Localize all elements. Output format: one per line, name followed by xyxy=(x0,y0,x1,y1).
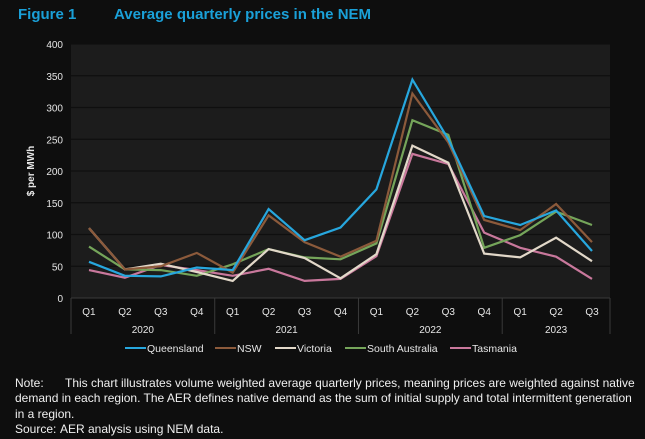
x-group-label: 2023 xyxy=(545,325,568,336)
x-tick-label: Q1 xyxy=(82,307,96,318)
x-group-label: 2021 xyxy=(275,325,298,336)
x-axis: Q1 Q2 Q3 Q4 Q1 Q2 Q3 Q4 Q1 Q2 Q3 Q4 Q1 Q2 Q3 2020 2021 20… xyxy=(70,297,611,336)
legend-label: South Australia xyxy=(367,343,438,355)
note-paragraph: Note: This chart illustrates volume weigh… xyxy=(15,376,635,422)
x-tick-label: Q3 xyxy=(442,307,456,318)
y-tick-label: 100 xyxy=(46,231,63,242)
x-group-label: 2022 xyxy=(419,325,442,336)
y-tick-label: 350 xyxy=(46,72,63,83)
y-tick-label: 300 xyxy=(46,104,63,115)
series-line-nsw xyxy=(88,90,593,275)
y-axis-ticks: 0 50 100 150 200 250 300 350 400 xyxy=(46,40,63,305)
y-tick-label: 150 xyxy=(46,199,63,210)
legend-item: Queensland xyxy=(125,343,204,355)
x-tick-label: Q1 xyxy=(513,307,527,318)
legend-item: Tasmania xyxy=(450,343,517,355)
note-label: Note: xyxy=(15,376,44,390)
note-text: This chart illustrates volume weighted a… xyxy=(15,376,635,421)
x-tick-label: Q2 xyxy=(262,307,276,318)
x-tick-label: Q2 xyxy=(549,307,563,318)
legend: Queensland NSW Victoria South Australia Tasm… xyxy=(125,343,517,355)
series-line-victoria xyxy=(88,144,593,283)
legend-label: Queensland xyxy=(147,343,204,355)
x-tick-label: Q2 xyxy=(406,307,420,318)
series-lines xyxy=(88,76,593,283)
series-line-queensland xyxy=(88,76,593,278)
gridlines xyxy=(71,43,610,267)
source-label: Source: xyxy=(15,421,57,436)
source-text: AER analysis using NEM data. xyxy=(60,421,224,436)
legend-label: Tasmania xyxy=(472,343,517,355)
x-tick-label: Q4 xyxy=(478,307,492,318)
y-tick-label: 400 xyxy=(46,40,63,51)
x-tick-label: Q3 xyxy=(154,307,168,318)
figure-number: Figure 1 xyxy=(18,6,77,23)
chart-notes: Note: This chart illustrates volume weigh… xyxy=(15,376,635,437)
series-line-south-australia xyxy=(88,118,593,277)
y-tick-label: 50 xyxy=(52,262,64,273)
y-axis-label: $ per MWh xyxy=(26,146,37,197)
figure-title: Average quarterly prices in the NEM xyxy=(114,6,372,23)
x-tick-label: Q1 xyxy=(226,307,240,318)
y-tick-label: 250 xyxy=(46,135,63,146)
x-tick-label: Q2 xyxy=(118,307,132,318)
legend-item: South Australia xyxy=(345,343,438,355)
x-group-label: 2020 xyxy=(132,325,155,336)
source-paragraph: Source: AER analysis using NEM data. xyxy=(15,422,635,437)
legend-label: NSW xyxy=(237,343,262,355)
x-tick-label: Q3 xyxy=(298,307,312,318)
legend-item: Victoria xyxy=(275,343,332,355)
y-tick-label: 0 xyxy=(57,294,63,305)
x-tick-label: Q4 xyxy=(334,307,348,318)
x-tick-label: Q4 xyxy=(190,307,204,318)
legend-label: Victoria xyxy=(297,343,332,355)
y-tick-label: 200 xyxy=(46,167,63,178)
legend-item: NSW xyxy=(215,343,262,355)
x-tick-label: Q1 xyxy=(370,307,384,318)
x-tick-label: Q3 xyxy=(585,307,599,318)
